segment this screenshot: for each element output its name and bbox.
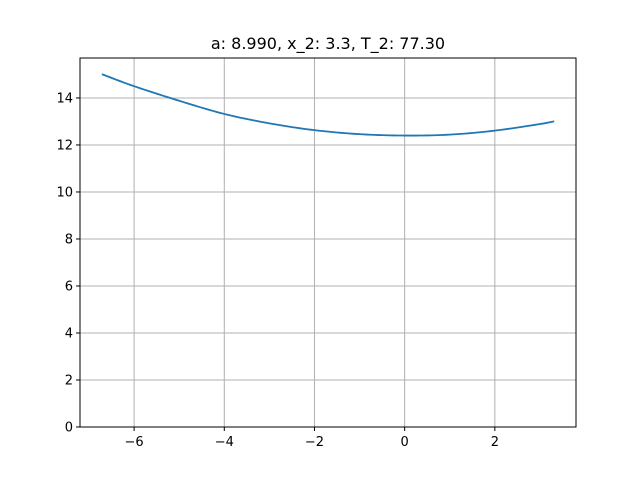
chart-title: a: 8.990, x_2: 3.3, T_2: 77.30 — [211, 34, 445, 54]
x-axis: −6 −4 −2 0 2 — [125, 427, 499, 450]
series-line — [101, 73, 555, 137]
y-tick-label: 6 — [65, 279, 73, 294]
x-tick-label: −2 — [305, 435, 324, 450]
y-tick-label: 0 — [65, 421, 73, 436]
y-axis: 0 2 4 6 8 10 12 14 — [56, 91, 80, 436]
x-tick-label: −6 — [125, 435, 144, 450]
x-tick-label: 0 — [401, 435, 409, 450]
plot-frame — [79, 57, 577, 428]
y-tick-label: 8 — [65, 232, 73, 247]
y-tick-label: 10 — [56, 185, 73, 200]
x-tick-label: −4 — [215, 435, 234, 450]
y-tick-label: 2 — [65, 373, 73, 388]
y-tick-label: 4 — [65, 326, 73, 341]
y-tick-label: 12 — [56, 138, 73, 153]
x-tick-label: 2 — [491, 435, 499, 450]
grid — [80, 58, 576, 428]
series-layer — [101, 73, 555, 137]
y-tick-label: 14 — [56, 91, 73, 106]
